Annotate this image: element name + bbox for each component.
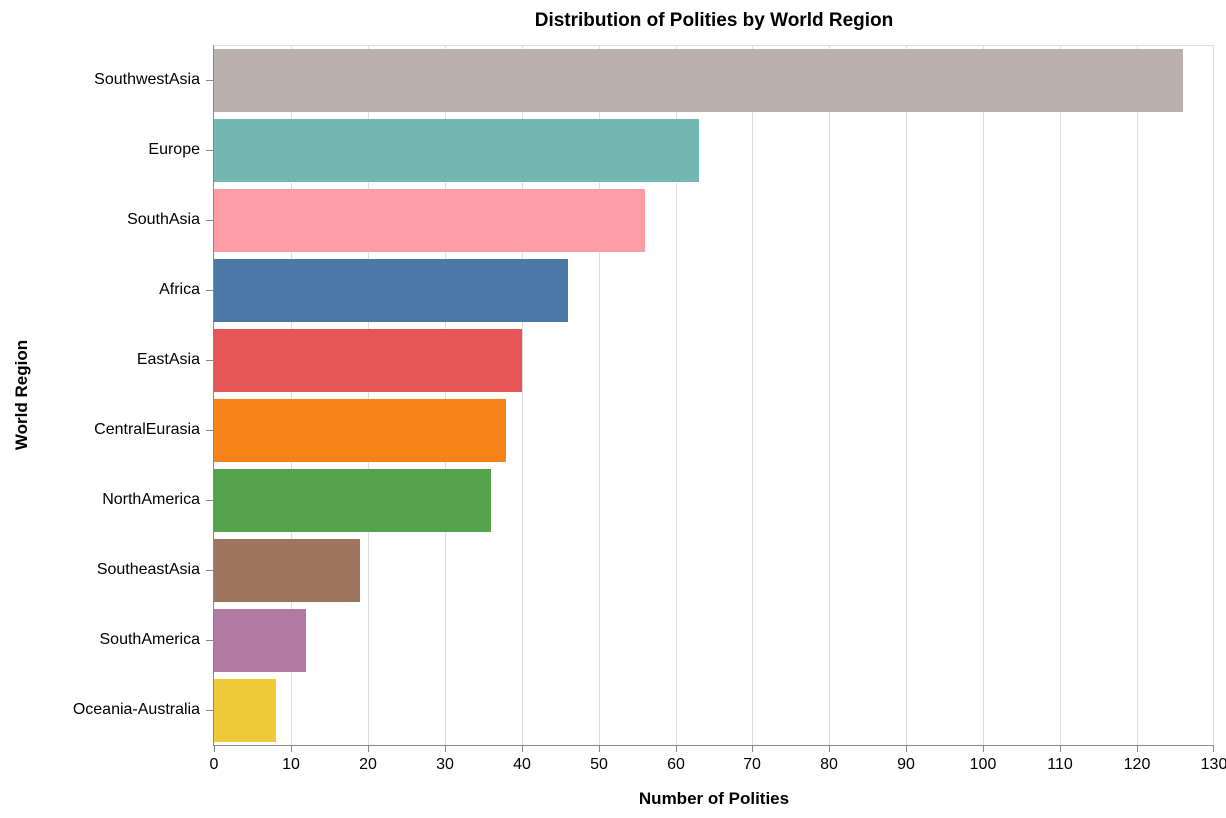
x-tick-label: 120 <box>1123 756 1151 773</box>
x-tick <box>752 746 753 752</box>
gridline <box>599 45 600 745</box>
x-tick <box>1213 746 1214 752</box>
bar-europe <box>214 118 699 182</box>
y-tick-label: NorthAmerica <box>102 491 200 508</box>
y-tick-label: Oceania-Australia <box>72 701 200 718</box>
x-tick-label: 110 <box>1047 756 1073 773</box>
x-axis-title: Number of Polities <box>638 789 790 808</box>
x-tick-label: 0 <box>209 756 219 773</box>
bar-centraleurasia <box>214 398 507 462</box>
x-tick <box>906 746 907 752</box>
gridline <box>752 45 753 745</box>
x-tick-label: 20 <box>359 756 377 773</box>
y-tick-label: SouthAsia <box>127 211 200 228</box>
y-tick <box>206 570 213 571</box>
y-tick-label: CentralEurasia <box>94 421 200 438</box>
y-tick <box>206 640 213 641</box>
gridline <box>1137 45 1138 745</box>
bar-southwestasia <box>214 48 1184 112</box>
y-tick-label: EastAsia <box>136 351 200 368</box>
gridline <box>829 45 830 745</box>
x-tick-label: 90 <box>897 756 915 773</box>
y-tick-label: SoutheastAsia <box>96 561 200 578</box>
x-tick-label: 100 <box>969 756 997 773</box>
x-tick <box>214 746 215 752</box>
x-tick <box>445 746 446 752</box>
gridline <box>445 45 446 745</box>
x-tick <box>368 746 369 752</box>
y-tick-label: SouthwestAsia <box>94 71 200 88</box>
x-tick <box>1060 746 1061 752</box>
gridline <box>1060 45 1061 745</box>
bar-southeastasia <box>214 538 361 602</box>
bar-southamerica <box>214 608 307 672</box>
x-tick-label: 10 <box>282 756 300 773</box>
x-tick <box>291 746 292 752</box>
bar-northamerica <box>214 468 491 532</box>
gridline <box>368 45 369 745</box>
y-tick-label: SouthAmerica <box>99 631 201 648</box>
y-tick <box>206 710 213 711</box>
y-tick <box>206 430 213 431</box>
y-tick <box>206 360 213 361</box>
y-axis-title: World Region <box>12 339 31 451</box>
y-tick-label: Europe <box>148 141 200 158</box>
y-tick <box>206 80 213 81</box>
x-tick <box>599 746 600 752</box>
x-tick <box>1137 746 1138 752</box>
gridline <box>291 45 292 745</box>
bar-oceania-australia <box>214 678 276 742</box>
y-axis <box>213 45 214 746</box>
x-tick <box>829 746 830 752</box>
x-tick-label: 30 <box>436 756 454 773</box>
y-tick <box>206 500 213 501</box>
x-tick <box>676 746 677 752</box>
y-tick <box>206 290 213 291</box>
gridline <box>1213 45 1214 745</box>
x-tick-label: 50 <box>590 756 608 773</box>
gridline <box>522 45 523 745</box>
x-axis <box>213 745 1214 746</box>
y-tick-label: Africa <box>159 281 200 298</box>
x-tick-label: 60 <box>667 756 685 773</box>
x-tick-label: 70 <box>743 756 761 773</box>
gridline <box>906 45 907 745</box>
x-tick-label: 40 <box>513 756 531 773</box>
y-tick <box>206 220 213 221</box>
x-tick <box>522 746 523 752</box>
y-tick <box>206 150 213 151</box>
gridline <box>676 45 677 745</box>
bar-southasia <box>214 188 645 252</box>
bar-africa <box>214 258 568 322</box>
bar-eastasia <box>214 328 522 392</box>
x-tick <box>983 746 984 752</box>
x-tick-label: 130 <box>1200 756 1226 773</box>
plot-area <box>214 45 1214 745</box>
chart-title: Distribution of Polities by World Region <box>534 10 894 31</box>
x-tick-label: 80 <box>820 756 838 773</box>
grid-top-line <box>214 45 1214 46</box>
gridline <box>983 45 984 745</box>
